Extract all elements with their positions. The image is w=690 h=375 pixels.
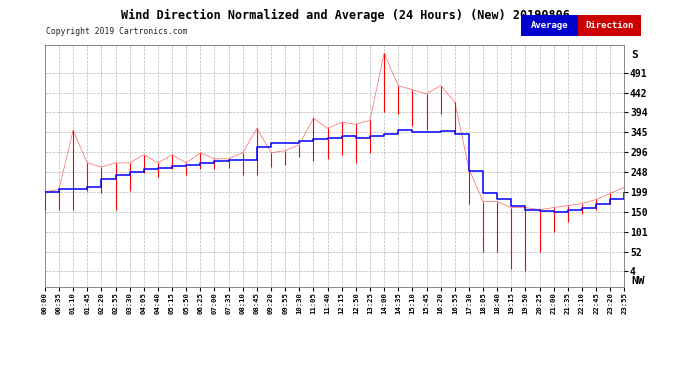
Text: NW: NW — [631, 276, 645, 286]
Text: Direction: Direction — [585, 21, 633, 30]
Text: S: S — [631, 50, 638, 60]
Text: Wind Direction Normalized and Average (24 Hours) (New) 20190806: Wind Direction Normalized and Average (2… — [121, 9, 569, 22]
Text: Average: Average — [531, 21, 568, 30]
Text: Copyright 2019 Cartronics.com: Copyright 2019 Cartronics.com — [46, 27, 188, 36]
